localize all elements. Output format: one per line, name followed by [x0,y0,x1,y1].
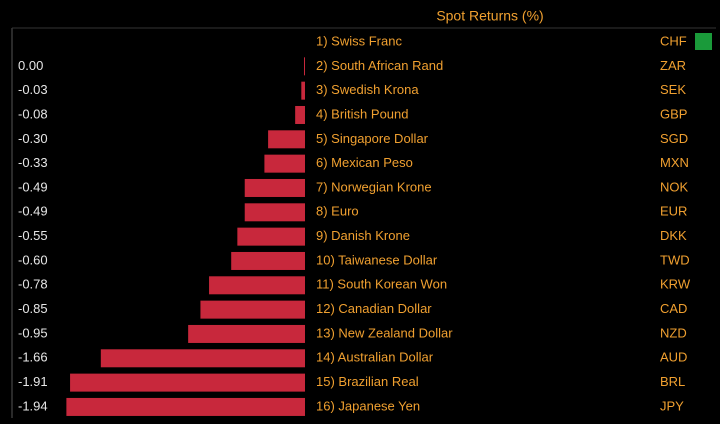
bar [268,130,305,149]
category-label: 4) British Pound [316,106,409,121]
currency-code: ZAR [660,58,686,73]
category-label: 2) South African Rand [316,58,443,73]
currency-code: SEK [660,82,686,97]
bar [244,203,305,222]
category-label: 6) Mexican Peso [316,155,413,170]
currency-code: JPY [660,398,684,413]
value-label: -0.60 [18,252,48,267]
category-label: 9) Danish Krone [316,228,410,243]
category-label: 11) South Korean Won [316,277,447,292]
currency-code: CHF [660,33,687,48]
value-label: 0.00 [18,58,43,73]
currency-code: NZD [660,325,687,340]
currency-code: KRW [660,277,691,292]
bar [209,276,305,295]
bar [200,300,305,319]
value-label: -1.91 [18,374,48,389]
currency-code: AUD [660,350,687,365]
currency-code: NOK [660,179,689,194]
value-label: -0.08 [18,106,48,121]
value-label: -1.94 [18,398,48,413]
category-label: 8) Euro [316,204,359,219]
category-label: 16) Japanese Yen [316,398,420,413]
value-label: -0.33 [18,155,48,170]
currency-code: GBP [660,106,687,121]
bar [66,397,305,416]
bar [264,154,305,173]
bar [100,349,305,368]
bar [295,105,305,124]
bar [70,373,305,392]
value-label: -0.55 [18,228,48,243]
value-label: -0.78 [18,277,48,292]
currency-code: MXN [660,155,689,170]
bar [301,81,305,100]
category-label: 14) Australian Dollar [316,350,434,365]
currency-code: BRL [660,374,685,389]
category-label: 7) Norwegian Krone [316,179,432,194]
category-label: 5) Singapore Dollar [316,131,429,146]
bar [231,251,305,270]
value-label: -0.85 [18,301,48,316]
value-label: -0.95 [18,325,48,340]
value-label: -0.49 [18,204,48,219]
chart-title: Spot Returns (%) [436,8,543,24]
currency-code: EUR [660,204,687,219]
category-label: 13) New Zealand Dollar [316,325,453,340]
category-label: 1) Swiss Franc [316,33,402,48]
value-label: -1.66 [18,350,48,365]
bar [304,57,305,76]
positive-indicator [695,33,712,50]
bar [244,178,305,197]
value-label: -0.49 [18,179,48,194]
value-label: -0.30 [18,131,48,146]
value-label: -0.03 [18,82,48,97]
currency-code: TWD [660,252,690,267]
currency-code: DKK [660,228,687,243]
currency-code: SGD [660,131,688,146]
bar [237,227,305,246]
currency-code: CAD [660,301,687,316]
category-label: 3) Swedish Krona [316,82,419,97]
category-label: 15) Brazilian Real [316,374,419,389]
bar [188,324,305,343]
category-label: 10) Taiwanese Dollar [316,252,438,267]
category-label: 12) Canadian Dollar [316,301,432,316]
